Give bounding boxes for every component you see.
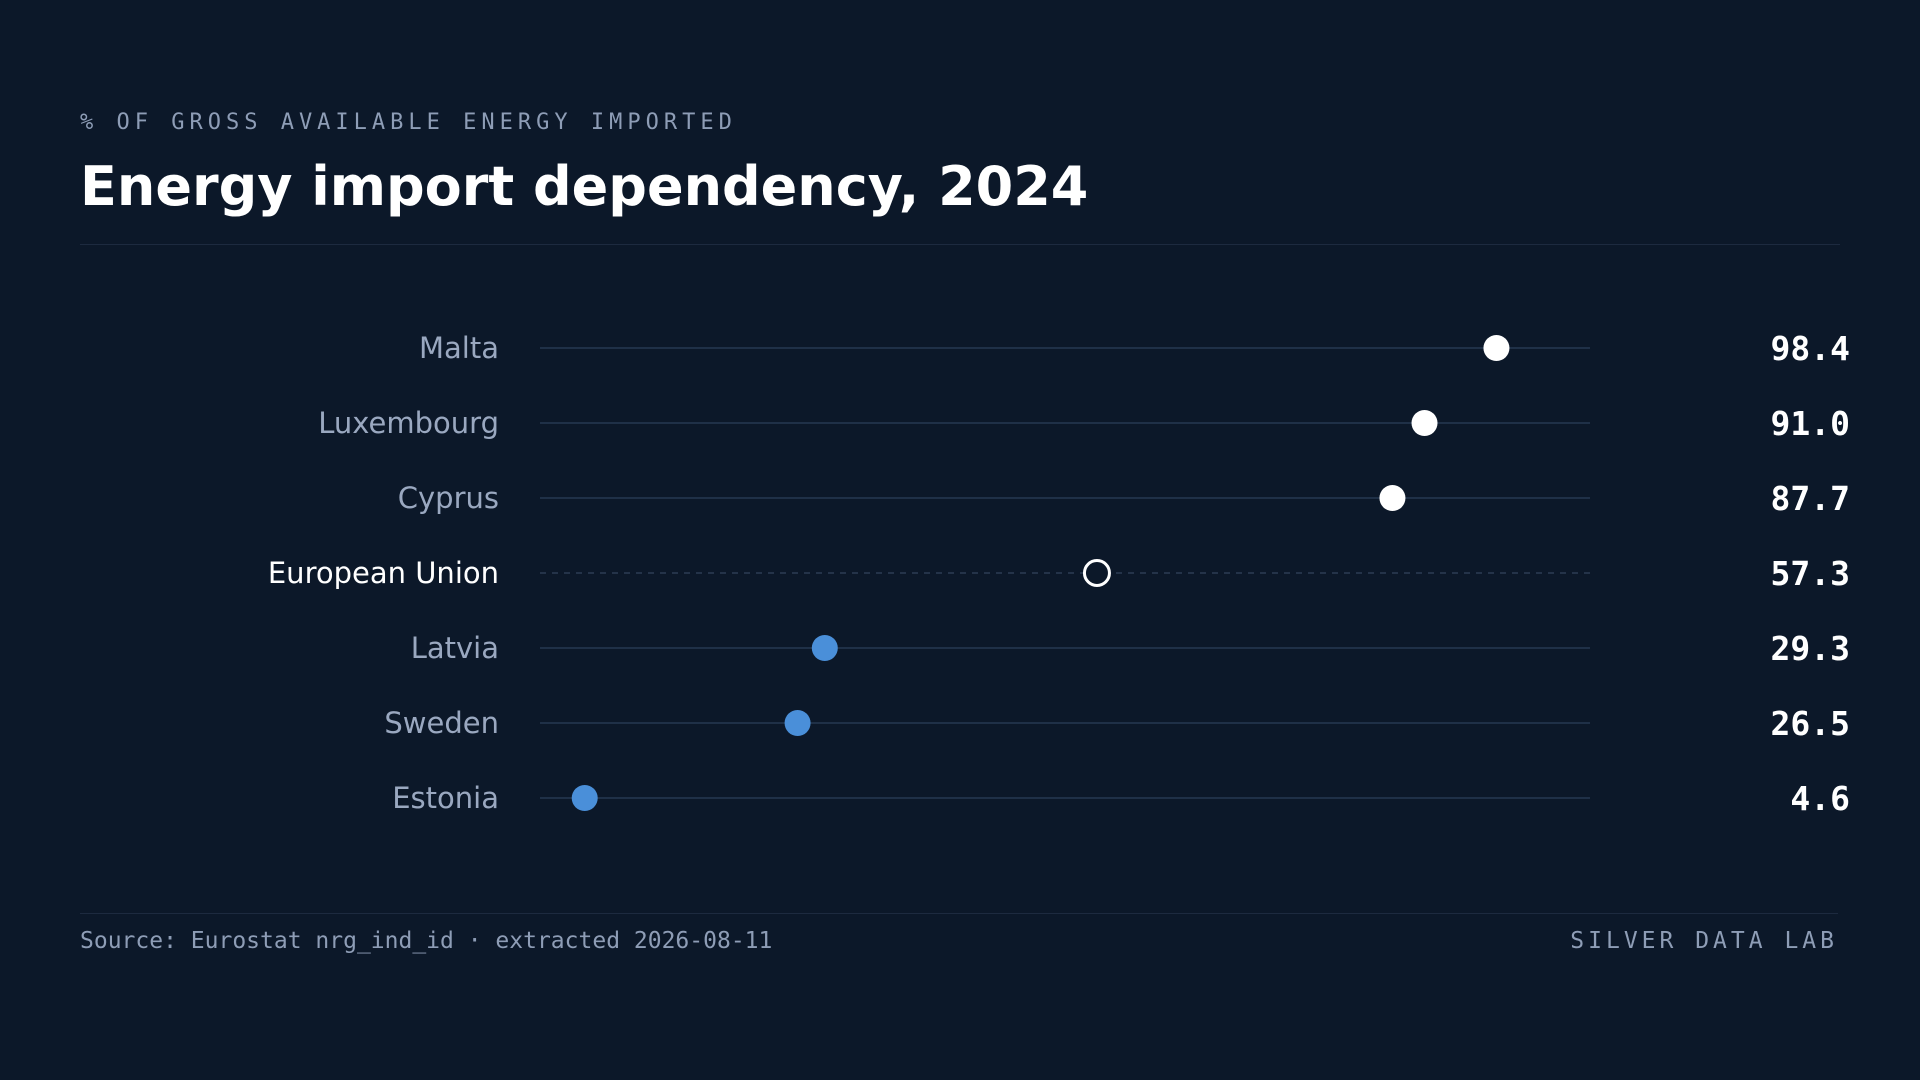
value-label-european-union: 57.3 xyxy=(1771,554,1850,593)
dot-latvia xyxy=(811,635,838,661)
dot-sweden xyxy=(784,710,811,736)
dot-cyprus xyxy=(1379,485,1406,511)
category-label-european-union: European Union xyxy=(268,556,499,590)
category-label-sweden: Sweden xyxy=(384,706,499,740)
brand-credit: SILVER DATA LAB xyxy=(1570,928,1838,954)
source-note: Source: Eurostat nrg_ind_id · extracted … xyxy=(80,928,773,954)
category-label-luxembourg: Luxembourg xyxy=(318,406,499,440)
category-label-cyprus: Cyprus xyxy=(398,481,499,515)
value-label-cyprus: 87.7 xyxy=(1771,479,1850,518)
dot-estonia xyxy=(571,785,598,811)
category-label-estonia: Estonia xyxy=(392,781,499,815)
value-label-estonia: 4.6 xyxy=(1790,779,1850,818)
footer-divider xyxy=(80,913,1838,914)
dot-malta xyxy=(1483,335,1510,361)
chart-title: Energy import dependency, 2024 xyxy=(80,155,1089,218)
value-label-malta: 98.4 xyxy=(1771,329,1850,368)
value-label-sweden: 26.5 xyxy=(1771,704,1850,743)
category-label-malta: Malta xyxy=(419,331,499,365)
header-divider xyxy=(80,244,1840,245)
value-label-latvia: 29.3 xyxy=(1771,629,1850,668)
category-label-latvia: Latvia xyxy=(411,631,499,665)
chart-kicker: % OF GROSS AVAILABLE ENERGY IMPORTED xyxy=(80,110,737,135)
value-label-luxembourg: 91.0 xyxy=(1771,404,1850,443)
dot-european-union xyxy=(1082,559,1111,587)
dot-luxembourg xyxy=(1411,410,1438,436)
